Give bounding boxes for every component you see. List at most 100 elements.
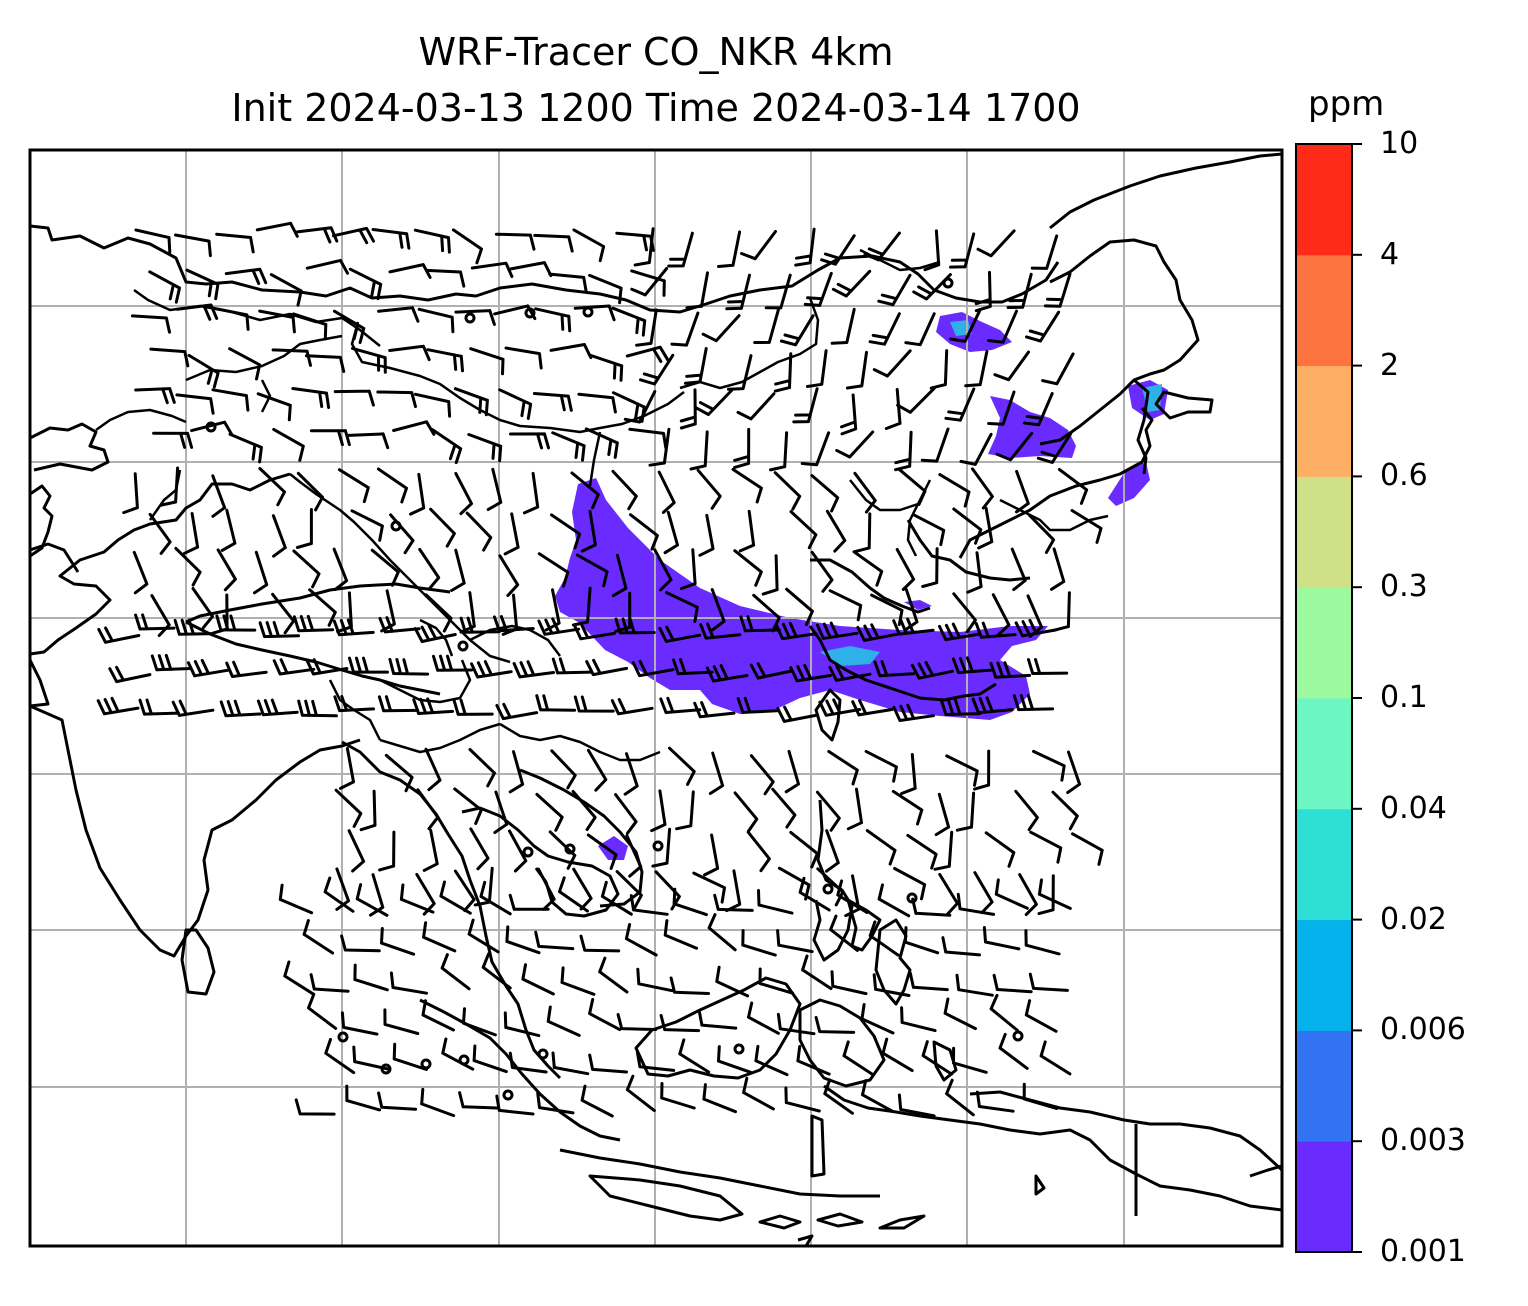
wind-barb-layer (96, 221, 1104, 1118)
wind-barb (388, 657, 430, 676)
wind-barb (629, 513, 659, 551)
wind-barb (803, 271, 833, 307)
wind-barb (416, 788, 440, 831)
wind-barb (392, 420, 436, 436)
wind-barb (409, 472, 426, 516)
wind-barb (699, 622, 742, 640)
wind-barb (868, 920, 900, 957)
wind-barb (512, 660, 556, 679)
wind-barb (571, 790, 597, 831)
wind-barb (667, 231, 694, 268)
wind-barb (332, 547, 349, 592)
wind-barb (900, 1006, 937, 1033)
colorbar-band (1296, 919, 1352, 1031)
wind-barb (951, 656, 994, 675)
wind-barb (432, 654, 474, 672)
wind-barb (892, 617, 935, 636)
wind-barb (186, 658, 230, 678)
wind-barb (1052, 591, 1071, 632)
wind-barb (388, 263, 432, 279)
wind-barb (292, 312, 328, 341)
wind-barb (171, 699, 215, 717)
tracer-plume-south (598, 836, 628, 860)
wind-barb (625, 834, 643, 878)
wind-barb (623, 390, 657, 424)
wind-barb (323, 876, 355, 913)
wind-barb (749, 662, 793, 680)
wind-barb (305, 258, 349, 275)
wind-barb (173, 618, 215, 636)
wind-barb (269, 273, 303, 307)
wind-barb (651, 827, 672, 868)
wind-barb (1030, 234, 1059, 270)
wind-barb (701, 314, 741, 343)
wind-barb (150, 594, 171, 637)
wind-barb (453, 869, 476, 912)
wind-barb (740, 230, 777, 261)
wind-barb (697, 1009, 738, 1030)
wind-barb (717, 1045, 753, 1074)
wind-barb (380, 927, 416, 956)
wind-barb (134, 613, 176, 631)
wind-barb (130, 314, 171, 334)
wind-barb (304, 354, 346, 373)
colorbar-tick-label: 0.04 (1380, 790, 1447, 826)
wind-barb (479, 880, 512, 916)
wind-barb (952, 507, 983, 545)
wind-barb (906, 833, 938, 870)
wind-barb (152, 431, 194, 449)
wind-barb (355, 883, 389, 917)
wind-barb (429, 507, 456, 548)
wind-barb (668, 746, 696, 786)
wind-barb (333, 695, 375, 713)
wind-barb (138, 698, 180, 716)
wind-barb (989, 661, 1032, 679)
wind-barb (800, 431, 831, 467)
wind-barb (775, 621, 818, 641)
wind-barb (302, 919, 335, 955)
wind-barb (792, 387, 819, 424)
wind-barb (746, 830, 771, 873)
wind-barb (650, 789, 667, 833)
wind-barb (1037, 878, 1072, 910)
wind-barb (584, 427, 619, 459)
wind-barb (1018, 873, 1038, 917)
wind-barb (828, 664, 872, 682)
wind-barb (881, 1037, 914, 1073)
wind-barb (796, 1044, 831, 1076)
wind-barb (1006, 272, 1033, 309)
colorbar-tick-label: 2 (1380, 347, 1400, 383)
wind-barb (702, 1083, 737, 1114)
wind-barb (376, 467, 408, 504)
colorbar-frame (1295, 143, 1353, 1253)
wind-barb (1037, 874, 1055, 916)
wind-barb (685, 271, 709, 310)
wind-barb (864, 749, 898, 783)
wind-barb (467, 433, 503, 463)
wind-barb (669, 976, 710, 995)
wind-barb (420, 1087, 456, 1118)
wind-barb (459, 616, 501, 634)
wind-barb (625, 1074, 656, 1113)
wind-barb (829, 914, 859, 952)
wind-barb (741, 929, 777, 957)
wind-barb (331, 226, 375, 245)
wind-barb (684, 347, 708, 385)
wind-barb (295, 508, 313, 549)
wind-barb (532, 392, 573, 412)
wind-barb (636, 967, 674, 993)
wind-barb (465, 511, 493, 552)
wind-barb (292, 614, 335, 633)
wind-barb (97, 626, 141, 644)
colorbar-band (1296, 1030, 1352, 1142)
wind-barb (814, 1016, 856, 1034)
wind-barb (271, 514, 287, 558)
wind-barb (258, 309, 296, 334)
wind-barb (929, 349, 949, 390)
wind-barb (546, 1005, 581, 1037)
wind-barb (494, 232, 536, 251)
wind-barb (998, 1032, 1029, 1070)
wind-barb (630, 267, 669, 297)
wind-barb (258, 620, 300, 639)
wind-barb (339, 747, 355, 790)
